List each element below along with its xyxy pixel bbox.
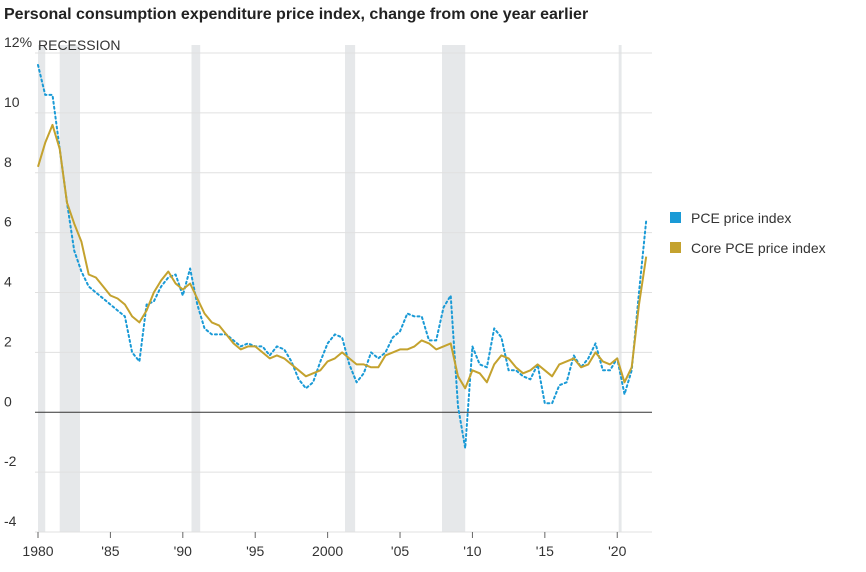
y-tick-label: 12% [4, 34, 32, 50]
x-tick-label: '95 [246, 543, 264, 559]
x-tick-label: '20 [608, 543, 626, 559]
series-line [37, 123, 648, 390]
y-tick-label: 0 [4, 393, 12, 409]
y-tick-label: -4 [4, 513, 17, 529]
y-tick-label: 6 [4, 214, 12, 230]
legend-swatch [670, 212, 681, 223]
recession-band [38, 45, 46, 532]
x-tick-label: '85 [101, 543, 119, 559]
y-tick-label: 2 [4, 333, 12, 349]
series-line [37, 64, 648, 450]
recession-band [618, 45, 622, 532]
y-tick-label: 8 [4, 154, 12, 170]
x-tick-label: '10 [463, 543, 481, 559]
x-tick-label: '05 [391, 543, 409, 559]
x-tick-label: '15 [536, 543, 554, 559]
y-tick-label: 10 [4, 94, 20, 110]
legend-label: Core PCE price index [691, 240, 826, 256]
legend-swatch [670, 242, 681, 253]
chart-title: Personal consumption expenditure price i… [4, 6, 588, 23]
x-tick-label: 2000 [312, 543, 343, 559]
x-tick-label: 1980 [22, 543, 53, 559]
recession-band [59, 45, 80, 532]
x-tick-label: '90 [174, 543, 192, 559]
y-tick-label: 4 [4, 274, 12, 290]
recession-band [442, 45, 466, 532]
recession-band [191, 45, 201, 532]
y-tick-label: -2 [4, 453, 17, 469]
recession-label: RECESSION [38, 37, 120, 53]
legend-label: PCE price index [691, 210, 791, 226]
recession-band [345, 45, 356, 532]
